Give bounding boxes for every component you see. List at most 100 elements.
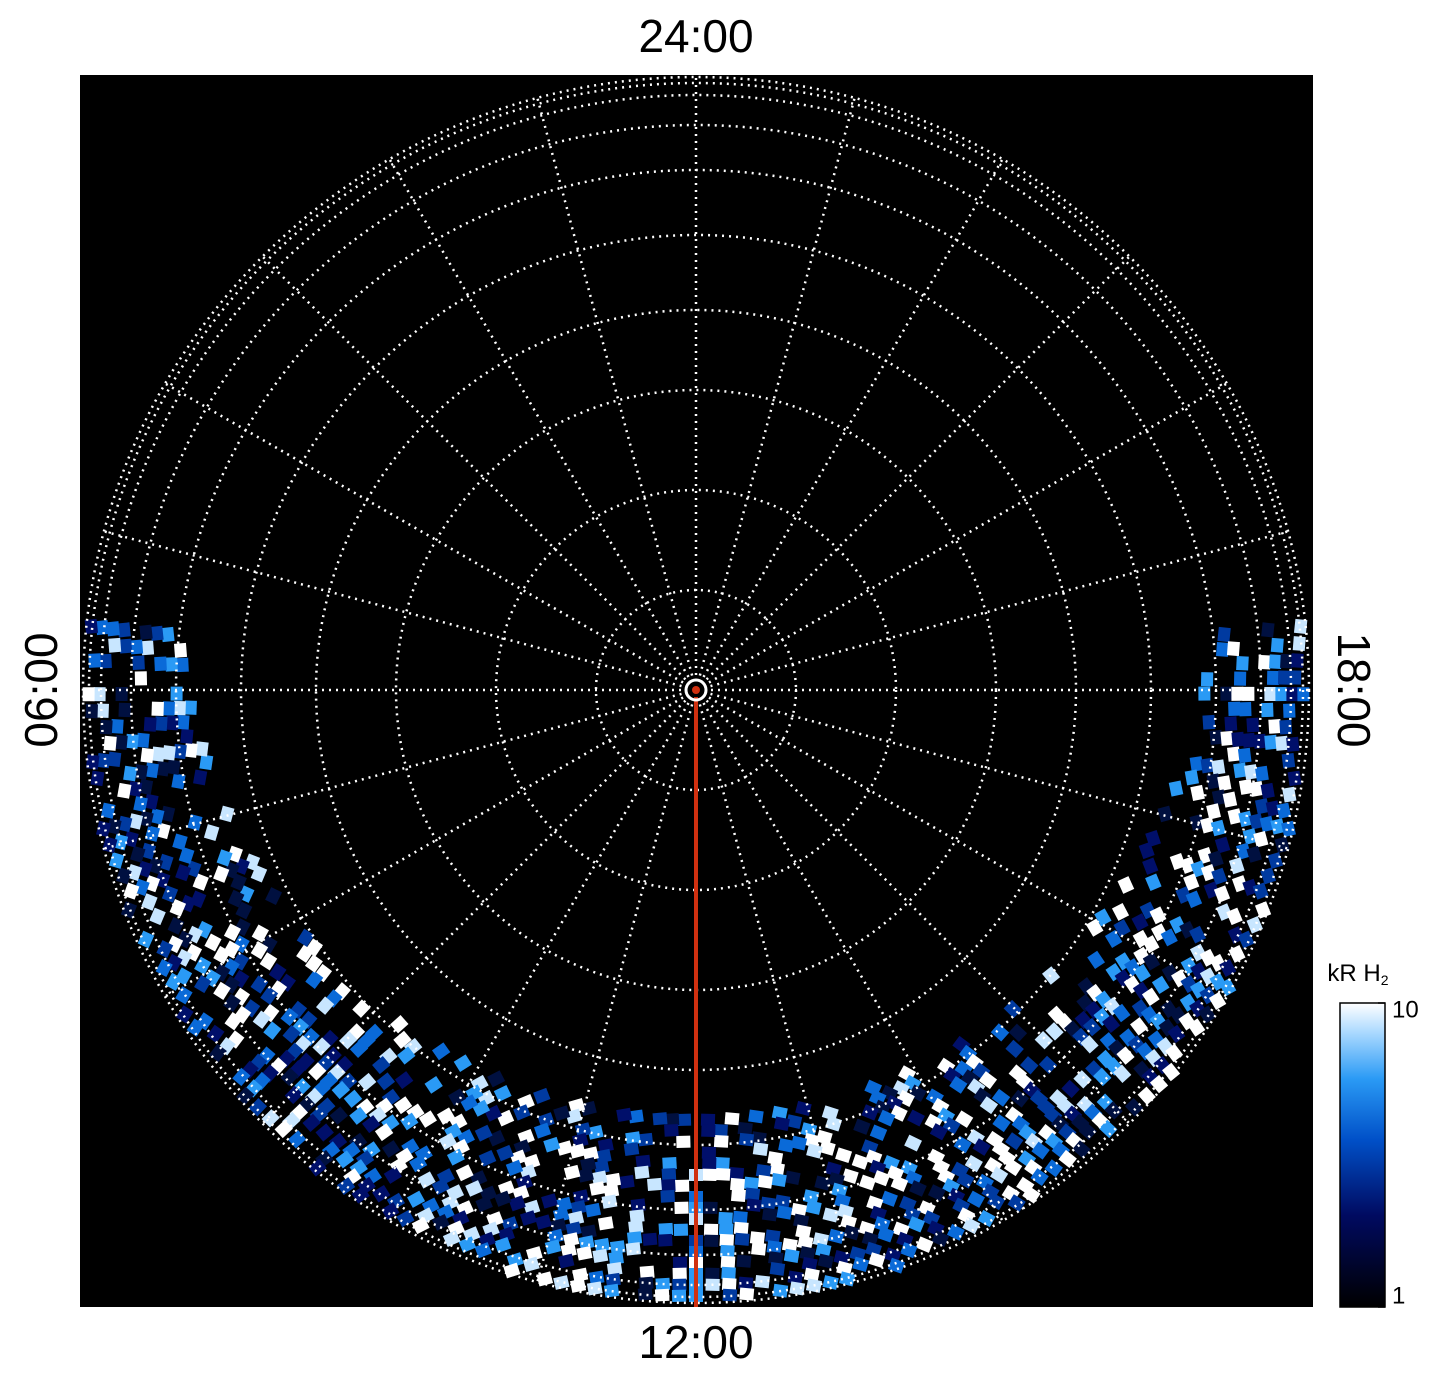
aurora-pixel xyxy=(1266,670,1280,686)
aurora-pixel xyxy=(126,864,143,882)
aurora-pixel xyxy=(1145,873,1162,892)
grid-spoke xyxy=(388,158,690,678)
aurora-pixel xyxy=(312,1037,331,1056)
aurora-pixel xyxy=(789,1281,806,1296)
aurora-pixel xyxy=(446,1148,465,1166)
aurora-pixel xyxy=(831,1182,848,1199)
aurora-pixel xyxy=(85,703,98,719)
aurora-pixel xyxy=(407,1190,426,1208)
aurora-pixel xyxy=(1131,913,1149,932)
aurora-pixel xyxy=(173,642,188,658)
aurora-pixel xyxy=(268,963,287,982)
aurora-pixel xyxy=(88,653,101,668)
aurora-pixel xyxy=(453,1054,472,1072)
aurora-pixel xyxy=(730,1188,746,1203)
aurora-pixel xyxy=(1260,867,1277,885)
aurora-pixel xyxy=(455,1164,474,1182)
aurora-pixel xyxy=(1184,769,1199,786)
aurora-pixel xyxy=(623,1142,640,1157)
aurora-pixel xyxy=(553,1275,570,1290)
aurora-pixel xyxy=(597,1216,614,1231)
aurora-pixel xyxy=(574,1122,592,1138)
aurora-pixel xyxy=(676,1135,691,1149)
aurora-pixel xyxy=(736,1254,752,1268)
aurora-pixel xyxy=(866,1195,884,1212)
aurora-pixel xyxy=(1102,1014,1121,1033)
colorbar-title-text: kR H xyxy=(1327,960,1380,987)
aurora-pixel xyxy=(108,637,122,653)
aurora-pixel xyxy=(562,1232,580,1247)
aurora-pixel xyxy=(522,1256,540,1273)
aurora-pixel xyxy=(628,1220,644,1234)
aurora-pixel xyxy=(1238,779,1254,795)
aurora-pixel xyxy=(1206,803,1221,820)
aurora-pixel xyxy=(580,1157,597,1172)
grid-spoke xyxy=(536,704,694,1283)
aurora-pixel xyxy=(161,626,175,643)
aurora-pixel xyxy=(1183,873,1200,891)
aurora-pixel xyxy=(436,1107,456,1125)
aurora-pixel xyxy=(140,747,155,764)
aurora-pixel xyxy=(390,1015,409,1034)
aurora-pixel xyxy=(1058,1149,1077,1169)
aurora-pixel xyxy=(506,1252,524,1268)
aurora-pixel xyxy=(394,1071,414,1090)
aurora-pixel xyxy=(155,760,170,777)
aurora-pixel xyxy=(165,715,179,731)
aurora-pixel xyxy=(1142,857,1159,875)
aurora-pixel xyxy=(674,1179,690,1193)
aurora-pixel xyxy=(1249,780,1264,797)
aurora-pixel xyxy=(1283,703,1296,718)
aurora-pixel xyxy=(915,1236,934,1253)
aurora-pixel xyxy=(133,795,148,813)
aurora-pixel xyxy=(1080,1035,1099,1054)
aurora-pixel xyxy=(550,1218,567,1234)
aurora-pixel xyxy=(835,1147,853,1164)
aurora-pixel xyxy=(1213,885,1231,903)
aurora-pixel xyxy=(992,1114,1011,1133)
aurora-pixel xyxy=(1211,789,1227,806)
aurora-pixel xyxy=(1151,975,1170,995)
aurora-pixel xyxy=(1220,730,1234,746)
aurora-pixel xyxy=(1286,687,1299,702)
aurora-pixel xyxy=(987,1192,1006,1211)
aurora-pixel xyxy=(161,885,179,903)
aurora-pixel xyxy=(815,1129,833,1146)
aurora-pixel xyxy=(790,1135,808,1151)
aurora-pixel xyxy=(720,1244,735,1258)
aurora-pixel xyxy=(702,1157,717,1171)
aurora-pixel xyxy=(1246,717,1260,733)
aurora-pixel xyxy=(790,1202,808,1218)
aurora-pixel xyxy=(990,1023,1010,1042)
aurora-pixel xyxy=(1130,1017,1149,1036)
aurora-pixel xyxy=(149,808,165,825)
aurora-pixel xyxy=(144,875,161,893)
aurora-pixel xyxy=(1104,1101,1123,1120)
aurora-pixel xyxy=(744,1187,761,1201)
aurora-pixel xyxy=(1217,626,1231,643)
aurora-pixel xyxy=(904,1134,922,1152)
aurora-pixel xyxy=(232,1067,251,1087)
aurora-pixel xyxy=(515,1174,534,1191)
aurora-pixel xyxy=(884,1247,902,1264)
aurora-pixel xyxy=(315,1123,334,1142)
aurora-pixel xyxy=(1162,1062,1181,1082)
aurora-pixel xyxy=(213,981,231,1000)
aurora-pixel xyxy=(1233,762,1248,779)
aurora-pixel xyxy=(560,1242,577,1258)
aurora-pixel xyxy=(252,1010,271,1029)
aurora-pixel xyxy=(176,657,189,673)
aurora-pixel xyxy=(478,1149,497,1167)
aurora-pixel xyxy=(592,1248,609,1263)
aurora-pixel xyxy=(123,882,140,900)
aurora-pixel xyxy=(138,779,154,795)
local-time-label: 12:00 xyxy=(638,1316,753,1368)
aurora-pixel xyxy=(1020,1056,1039,1075)
aurora-pixel xyxy=(1160,928,1178,947)
aurora-pixel xyxy=(372,1184,391,1203)
aurora-pixel xyxy=(1261,622,1275,638)
aurora-pixel xyxy=(593,1159,610,1175)
aurora-pixel xyxy=(700,1113,716,1127)
aurora-pixel xyxy=(701,1124,716,1138)
aurora-pixel xyxy=(305,970,324,989)
